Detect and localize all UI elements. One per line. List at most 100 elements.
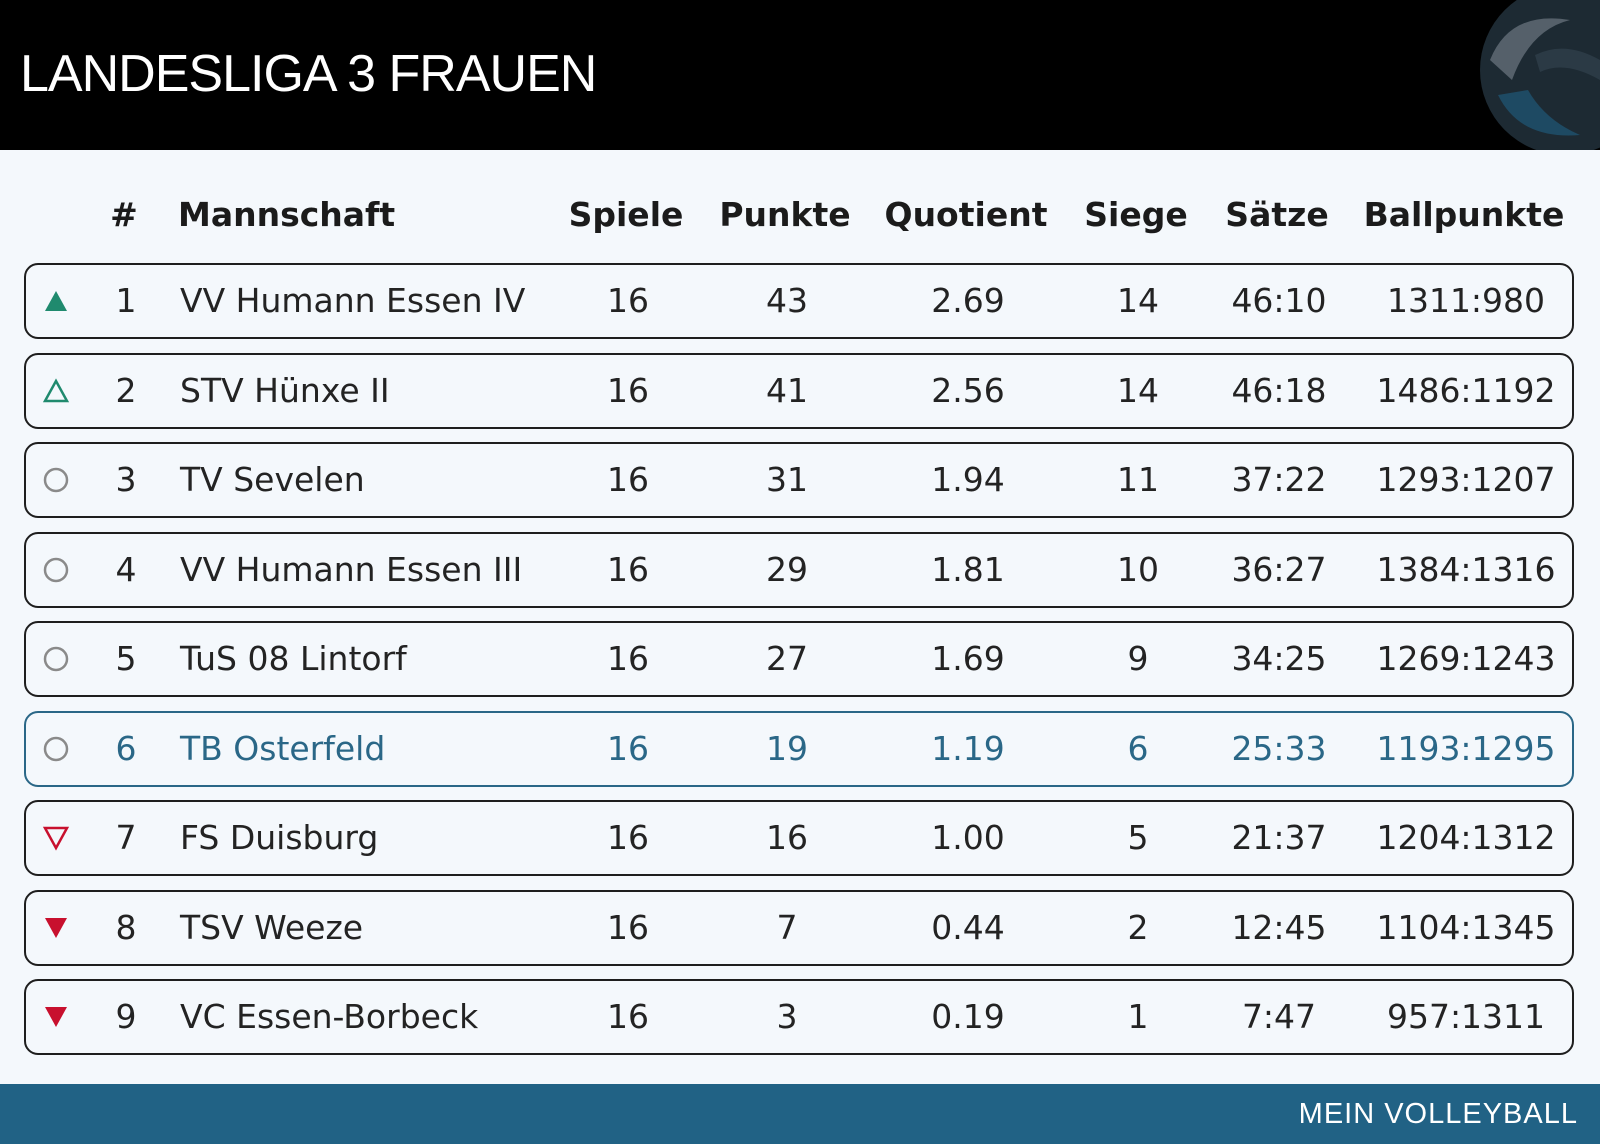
- cell-wins: 1: [1127, 997, 1149, 1036]
- cell-rank: 1: [115, 281, 137, 320]
- cell-quotient: 2.56: [931, 370, 1005, 410]
- page-header: LANDESLIGA 3 FRAUEN: [0, 0, 1600, 150]
- cell-team: VV Humann Essen IV: [180, 281, 526, 320]
- triangle-down-filled-icon: [45, 1007, 67, 1027]
- table-row[interactable]: 7 FS Duisburg 16 16 1.00 5 21:37 1204:1312: [24, 800, 1574, 876]
- cell-rank: 2: [115, 370, 137, 410]
- cell-wins: 14: [1117, 281, 1159, 320]
- table-row[interactable]: 5 TuS 08 Lintorf 16 27 1.69 9 34:25 1269:1243: [24, 621, 1574, 697]
- cell-games: 16: [607, 460, 649, 499]
- cell-games: 16: [607, 639, 649, 678]
- cell-rank: 3: [115, 460, 137, 499]
- cell-team: FS Duisburg: [180, 818, 379, 857]
- cell-games: 16: [607, 549, 649, 589]
- cell-sets: 25:33: [1231, 728, 1327, 768]
- cell-rank: 8: [115, 907, 137, 947]
- cell-wins: 10: [1117, 549, 1159, 589]
- cell-sets: 46:18: [1231, 370, 1327, 410]
- cell-points: 27: [766, 639, 808, 678]
- cell-team: TuS 08 Lintorf: [180, 639, 407, 678]
- cell-games: 16: [607, 997, 649, 1036]
- cell-quotient: 2.69: [931, 281, 1005, 320]
- cell-rank: 7: [115, 818, 137, 857]
- cell-wins: 2: [1127, 907, 1149, 947]
- cell-team: STV Hünxe II: [180, 370, 390, 410]
- cell-points: 43: [766, 281, 808, 320]
- cell-games: 16: [607, 728, 649, 768]
- cell-team: TSV Weeze: [180, 907, 364, 947]
- cell-ballpoints: 1311:980: [1386, 281, 1546, 320]
- cell-sets: 37:22: [1231, 460, 1327, 499]
- cell-games: 16: [607, 907, 649, 947]
- page-title: LANDESLIGA 3 FRAUEN: [20, 45, 597, 103]
- table-row[interactable]: 2 STV Hünxe II 16 41 2.56 14 46:18 1486:1192: [24, 352, 1574, 429]
- cell-quotient: 1.81: [931, 549, 1005, 589]
- column-header-games[interactable]: Spiele: [568, 195, 684, 234]
- cell-wins: 6: [1127, 728, 1149, 768]
- cell-ballpoints: 1384:1316: [1376, 549, 1556, 589]
- cell-wins: 14: [1117, 370, 1159, 410]
- table-row[interactable]: 9 VC Essen-Borbeck 16 3 0.19 1 7:47 957:1311: [24, 979, 1574, 1055]
- table-row[interactable]: 8 TSV Weeze 16 7 0.44 2 12:45 1104:1345: [24, 889, 1574, 966]
- cell-quotient: 1.69: [931, 639, 1005, 678]
- cell-rank: 5: [115, 639, 137, 678]
- circle-icon: [43, 467, 69, 493]
- cell-ballpoints: 957:1311: [1386, 997, 1546, 1036]
- triangle-up-outline-icon: [42, 377, 70, 402]
- cell-ballpoints: 1293:1207: [1376, 460, 1556, 499]
- cell-quotient: 1.19: [931, 728, 1005, 768]
- table-row[interactable]: 3 TV Sevelen 16 31 1.94 11 37:22 1293:1207: [24, 442, 1574, 518]
- cell-points: 3: [776, 997, 798, 1036]
- cell-points: 31: [766, 460, 808, 499]
- triangle-down-filled-icon: [45, 917, 67, 938]
- footer-bar: MEIN VOLLEYBALL: [0, 1084, 1600, 1144]
- circle-icon: [43, 557, 69, 582]
- table-row[interactable]: 4 VV Humann Essen III 16 29 1.81 10 36:27 1384:…: [24, 531, 1574, 608]
- cell-sets: 7:47: [1241, 997, 1317, 1036]
- cell-points: 7: [776, 907, 798, 947]
- cell-team: VV Humann Essen III: [180, 549, 523, 589]
- cell-points: 16: [766, 818, 808, 857]
- footer-brand: MEIN VOLLEYBALL: [1298, 1098, 1578, 1130]
- cell-sets: 34:25: [1231, 639, 1327, 678]
- table-row[interactable]: 1 VV Humann Essen IV 16 43 2.69 14 46:10 1311:9…: [24, 263, 1574, 339]
- cell-team: TB Osterfeld: [180, 728, 386, 768]
- cell-rank: 9: [115, 997, 137, 1036]
- cell-quotient: 1.00: [931, 818, 1005, 857]
- cell-wins: 5: [1127, 818, 1149, 857]
- column-header-sets[interactable]: Sätze: [1225, 195, 1329, 234]
- cell-ballpoints: 1486:1192: [1376, 370, 1556, 410]
- triangle-up-filled-icon: [45, 291, 67, 311]
- column-header-team[interactable]: Mannschaft: [178, 195, 396, 234]
- cell-rank: 4: [115, 549, 137, 589]
- cell-quotient: 0.44: [931, 907, 1005, 947]
- cell-points: 19: [766, 728, 808, 768]
- cell-team: TV Sevelen: [180, 460, 365, 499]
- cell-rank: 6: [115, 728, 137, 768]
- circle-icon: [43, 736, 69, 761]
- cell-team: VC Essen-Borbeck: [180, 997, 479, 1036]
- table-row-highlighted[interactable]: 6 TB Osterfeld 16 19 1.19 6 25:33 1193:1295: [24, 710, 1574, 787]
- cell-quotient: 1.94: [931, 460, 1005, 499]
- cell-sets: 36:27: [1231, 549, 1327, 589]
- cell-points: 29: [766, 549, 808, 589]
- cell-points: 41: [766, 370, 808, 410]
- column-header-points[interactable]: Punkte: [719, 195, 851, 234]
- cell-ballpoints: 1269:1243: [1376, 639, 1556, 678]
- cell-wins: 9: [1127, 639, 1149, 678]
- column-header-wins[interactable]: Siege: [1084, 195, 1188, 234]
- cell-games: 16: [607, 818, 649, 857]
- cell-ballpoints: 1193:1295: [1376, 728, 1556, 768]
- cell-sets: 46:10: [1231, 281, 1327, 320]
- column-header-rank[interactable]: #: [110, 195, 138, 234]
- cell-ballpoints: 1104:1345: [1376, 907, 1556, 947]
- cell-sets: 12:45: [1231, 907, 1327, 947]
- triangle-down-outline-icon: [42, 826, 70, 851]
- cell-quotient: 0.19: [931, 997, 1005, 1036]
- cell-ballpoints: 1204:1312: [1376, 818, 1556, 857]
- circle-icon: [43, 646, 69, 672]
- column-header-quotient[interactable]: Quotient: [884, 195, 1048, 234]
- column-header-ballpoints[interactable]: Ballpunkte: [1363, 195, 1565, 234]
- cell-games: 16: [607, 370, 649, 410]
- cell-sets: 21:37: [1231, 818, 1327, 857]
